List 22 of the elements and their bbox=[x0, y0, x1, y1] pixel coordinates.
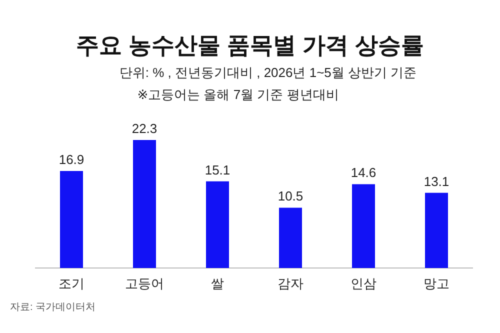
x-tick-label: 조기 bbox=[58, 276, 84, 291]
x-tick-label: 감자 bbox=[278, 276, 304, 291]
bar bbox=[279, 208, 302, 268]
bar bbox=[133, 140, 156, 268]
data-label: 16.9 bbox=[58, 152, 84, 167]
x-tick-label: 고등어 bbox=[125, 276, 164, 291]
data-label: 15.1 bbox=[204, 162, 230, 178]
bar bbox=[425, 192, 448, 268]
text: ※고등어는 올해 7월 기준 평년대비 bbox=[137, 87, 339, 102]
data-label: 10.5 bbox=[278, 188, 304, 204]
chart-subtitle: 단위: % , 전년동기대비 , 2026년 1~5월 상반기 기준 bbox=[119, 65, 417, 80]
text: 자료: 국가데이터처 bbox=[10, 302, 96, 313]
x-tick-label: 쌀 bbox=[211, 276, 224, 291]
bar bbox=[60, 170, 83, 268]
bar bbox=[206, 181, 229, 268]
data-label: 13.1 bbox=[424, 174, 450, 189]
chart-title: 주요 농수산물 품목별 가격 상승률 bbox=[76, 32, 424, 58]
bar bbox=[352, 184, 375, 268]
data-label: 14.6 bbox=[350, 165, 376, 180]
data-label: 22.3 bbox=[132, 121, 158, 136]
x-tick-label: 망고 bbox=[424, 276, 450, 291]
x-tick-label: 인삼 bbox=[350, 276, 376, 291]
